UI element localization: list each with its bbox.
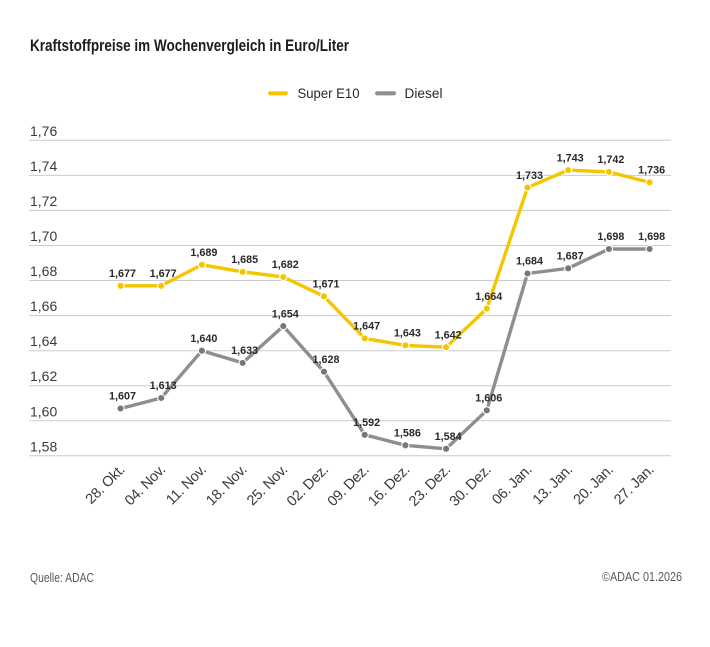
svg-text:Super E10: Super E10 (298, 86, 360, 101)
svg-text:1,76: 1,76 (30, 123, 57, 139)
svg-text:©ADAC 01.2026: ©ADAC 01.2026 (602, 570, 682, 584)
svg-text:1,74: 1,74 (30, 158, 57, 174)
svg-text:1,671: 1,671 (312, 279, 339, 291)
svg-text:1,640: 1,640 (190, 333, 217, 345)
svg-text:1,698: 1,698 (597, 231, 624, 243)
svg-text:1,684: 1,684 (516, 256, 543, 268)
svg-text:Quelle: ADAC: Quelle: ADAC (30, 571, 94, 585)
svg-text:1,64: 1,64 (30, 333, 57, 349)
svg-text:1,584: 1,584 (435, 431, 462, 443)
svg-text:1,58: 1,58 (30, 438, 57, 454)
svg-text:1,606: 1,606 (475, 393, 502, 405)
svg-text:1,68: 1,68 (30, 263, 57, 279)
svg-text:1,687: 1,687 (557, 251, 584, 263)
svg-text:1,736: 1,736 (638, 165, 665, 177)
svg-text:1,685: 1,685 (231, 254, 258, 266)
svg-text:1,607: 1,607 (109, 391, 136, 403)
svg-text:1,743: 1,743 (557, 152, 584, 164)
svg-text:1,677: 1,677 (109, 268, 136, 280)
svg-text:Diesel: Diesel (405, 86, 443, 101)
svg-text:Kraftstoffpreise im Wochenverg: Kraftstoffpreise im Wochenvergleich in E… (30, 36, 349, 55)
svg-text:1,643: 1,643 (394, 328, 421, 340)
svg-text:1,664: 1,664 (475, 291, 502, 303)
svg-text:1,613: 1,613 (150, 380, 177, 392)
svg-text:1,698: 1,698 (638, 231, 665, 243)
svg-text:1,62: 1,62 (30, 368, 57, 384)
svg-text:1,592: 1,592 (353, 417, 380, 429)
svg-text:1,633: 1,633 (231, 345, 258, 357)
svg-text:1,733: 1,733 (516, 170, 543, 182)
svg-text:1,677: 1,677 (150, 268, 177, 280)
svg-text:1,647: 1,647 (353, 321, 380, 333)
svg-text:1,682: 1,682 (272, 259, 299, 271)
svg-text:1,60: 1,60 (30, 403, 57, 419)
svg-text:1,742: 1,742 (597, 154, 624, 166)
svg-text:1,70: 1,70 (30, 228, 57, 244)
svg-text:1,66: 1,66 (30, 298, 57, 314)
svg-text:1,642: 1,642 (435, 329, 462, 341)
svg-text:1,654: 1,654 (272, 308, 299, 320)
svg-text:1,628: 1,628 (312, 354, 339, 366)
svg-text:1,72: 1,72 (30, 193, 57, 209)
svg-text:1,689: 1,689 (190, 247, 217, 259)
svg-text:1,586: 1,586 (394, 428, 421, 440)
